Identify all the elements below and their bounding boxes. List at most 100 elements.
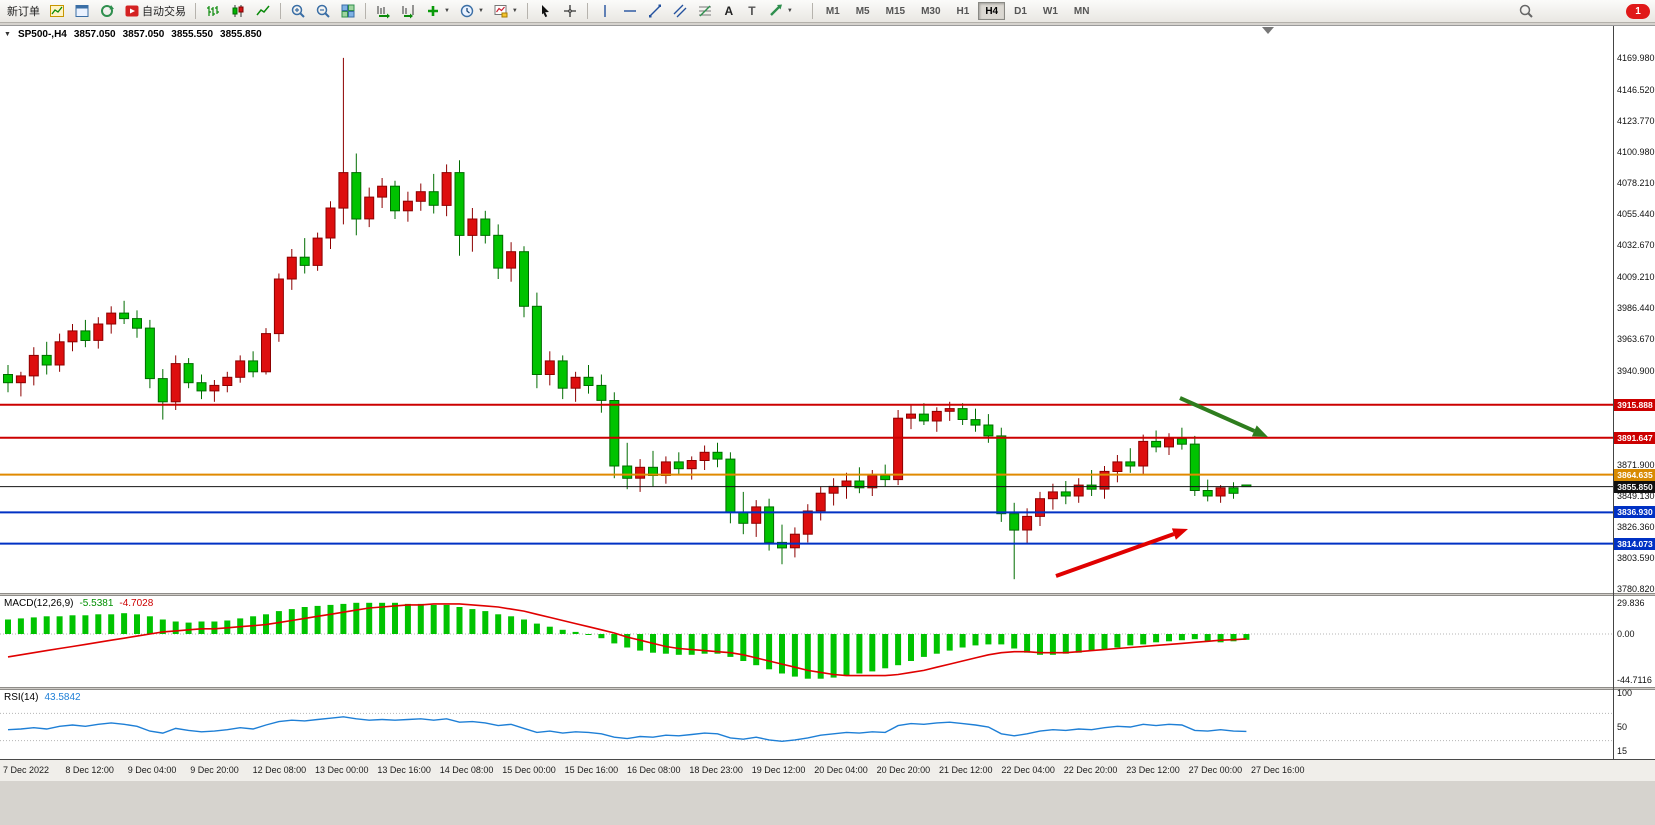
toolbar-separator (811, 3, 813, 19)
zoom-in-button[interactable] (286, 1, 310, 21)
timeframe-button-w1[interactable]: W1 (1042, 5, 1058, 17)
timeframe-button-h4[interactable]: H4 (978, 2, 1006, 20)
chevron-down-icon: ▼ (444, 8, 450, 14)
price-axis-label: 4146.520 (1617, 84, 1655, 95)
candlestick-type-button[interactable] (226, 1, 250, 21)
timeframe-button-m30[interactable]: M30 (921, 5, 941, 17)
price-axis-label: 4169.980 (1617, 52, 1655, 63)
chart-collapse-icon[interactable]: ▼ (4, 31, 11, 38)
channel-icon (672, 3, 688, 19)
timeframe-button-mn[interactable]: MN (1073, 5, 1090, 17)
time-axis-label: 7 Dec 2022 (3, 765, 50, 775)
rsi-panel[interactable]: RSI(14) 43.5842 (0, 690, 1613, 758)
auto-scroll-button[interactable] (371, 1, 395, 21)
vertical-line-button[interactable] (593, 1, 617, 21)
candlestick-type-icon (230, 3, 246, 19)
panel-splitter[interactable] (0, 687, 1655, 690)
price-axis[interactable]: 4169.980 4146.520 4123.770 4100.980 4078.210… (1613, 26, 1655, 759)
price-axis-label: 4032.670 (1617, 240, 1655, 251)
rsi-label: RSI(14) 43.5842 (4, 692, 81, 703)
price-axis-label: 3826.360 (1617, 521, 1655, 532)
price-tag: 3891.647 (1614, 431, 1655, 444)
periods-button[interactable]: ▼ (455, 1, 488, 21)
time-axis-label: 18 Dec 23:00 (689, 765, 743, 775)
horizontal-line-button[interactable] (618, 1, 642, 21)
time-axis-label: 9 Dec 20:00 (190, 765, 239, 775)
text-tool-button[interactable]: A (718, 1, 740, 21)
ohlc-low: 3855.550 (171, 29, 214, 40)
refresh-icon (99, 3, 115, 19)
macd-signal-value: -4.7028 (119, 598, 154, 609)
ohlc-open: 3857.050 (73, 29, 116, 40)
price-tag: 3915.888 (1614, 398, 1655, 411)
cursor-button[interactable] (533, 1, 557, 21)
autotrading-icon (124, 3, 140, 19)
time-axis-label: 15 Dec 16:00 (564, 765, 619, 775)
timeframe-button-d1[interactable]: D1 (1014, 5, 1027, 17)
label-tool-button[interactable]: T (741, 1, 763, 21)
time-axis-label: 12 Dec 08:00 (252, 765, 307, 775)
symbol-title: SP500-,H4 (17, 29, 67, 40)
price-axis-label: 4055.440 (1617, 209, 1655, 220)
price-axis-label: 4078.210 (1617, 178, 1655, 189)
toolbar-separator (586, 3, 588, 19)
main-chart-canvas[interactable]: ▼ SP500-,H4 3857.050 3857.050 3855.550 3… (0, 26, 1613, 593)
bar-chart-type-button[interactable] (201, 1, 225, 21)
time-axis-label: 22 Dec 20:00 (1063, 765, 1118, 775)
auto-scroll-icon (375, 3, 391, 19)
add-indicator-button[interactable]: ▼ (421, 1, 454, 21)
macd-axis-label: 0.00 (1617, 629, 1635, 639)
chart-shift-button[interactable] (396, 1, 420, 21)
time-axis[interactable]: 7 Dec 2022 8 Dec 12:00 9 Dec 04:00 9 Dec 20… (0, 759, 1655, 781)
search-button[interactable] (1514, 1, 1538, 21)
toolbar-separator (195, 3, 196, 19)
trendline-button[interactable] (643, 1, 667, 21)
templates-button[interactable]: ▼ (489, 1, 522, 21)
timeframe-button-m1[interactable]: M1 (825, 5, 840, 17)
fibonacci-button[interactable] (693, 1, 717, 21)
panel-splitter[interactable] (0, 593, 1655, 596)
chevron-down-icon: ▼ (511, 8, 518, 14)
time-axis-label: 27 Dec 16:00 (1251, 765, 1305, 775)
chart-shift-icon (400, 3, 416, 19)
arrow-shapes-button[interactable]: ▼ (764, 1, 797, 21)
time-axis-label: 16 Dec 08:00 (627, 765, 681, 775)
channel-button[interactable] (668, 1, 692, 21)
price-axis-label: 3986.440 (1617, 303, 1655, 314)
time-axis-label: 8 Dec 12:00 (65, 765, 114, 775)
timeframe-button-h1[interactable]: H1 (956, 5, 970, 17)
profiles-button[interactable] (70, 1, 94, 21)
time-axis-label: 27 Dec 00:00 (1188, 765, 1243, 775)
macd-label: MACD(12,26,9) -5.5381 -4.7028 (4, 598, 153, 609)
cursor-icon (537, 3, 553, 19)
price-axis-label: 4009.210 (1617, 272, 1655, 283)
timeframe-button-m5[interactable]: M5 (855, 5, 870, 17)
new-chart-button[interactable] (45, 1, 69, 21)
text-tool-icon: A (724, 4, 734, 18)
time-axis-label: 19 Dec 12:00 (751, 765, 806, 775)
line-type-button[interactable] (251, 1, 275, 21)
zoom-out-button[interactable] (311, 1, 335, 21)
toolbar-separator (526, 3, 528, 19)
toolbar-separator (280, 3, 281, 19)
macd-panel[interactable]: MACD(12,26,9) -5.5381 -4.7028 (0, 596, 1613, 687)
time-axis-label: 21 Dec 12:00 (939, 765, 993, 775)
chart-window: ▼ SP500-,H4 3857.050 3857.050 3855.550 3… (0, 25, 1655, 781)
time-axis-label: 13 Dec 16:00 (377, 765, 431, 775)
notification-badge[interactable]: 1 (1626, 4, 1650, 19)
rsi-name: RSI(14) (4, 692, 39, 703)
timeframe-button-m15[interactable]: M15 (885, 5, 906, 17)
refresh-button[interactable] (95, 1, 119, 21)
price-axis-label: 3803.590 (1617, 552, 1655, 563)
rsi-axis-label: 100 (1617, 687, 1633, 698)
tile-windows-button[interactable] (336, 1, 360, 21)
crosshair-button[interactable] (558, 1, 582, 21)
new-chart-icon (49, 3, 65, 19)
macd-axis-label: 29.836 (1617, 598, 1645, 608)
new-order-button[interactable]: 新订单 (3, 1, 44, 21)
time-axis-label: 15 Dec 00:00 (502, 765, 556, 775)
price-tag: 3864.635 (1614, 468, 1655, 481)
autotrading-button[interactable]: 自动交易 (120, 1, 190, 21)
price-axis-label: 3849.130 (1617, 490, 1655, 501)
